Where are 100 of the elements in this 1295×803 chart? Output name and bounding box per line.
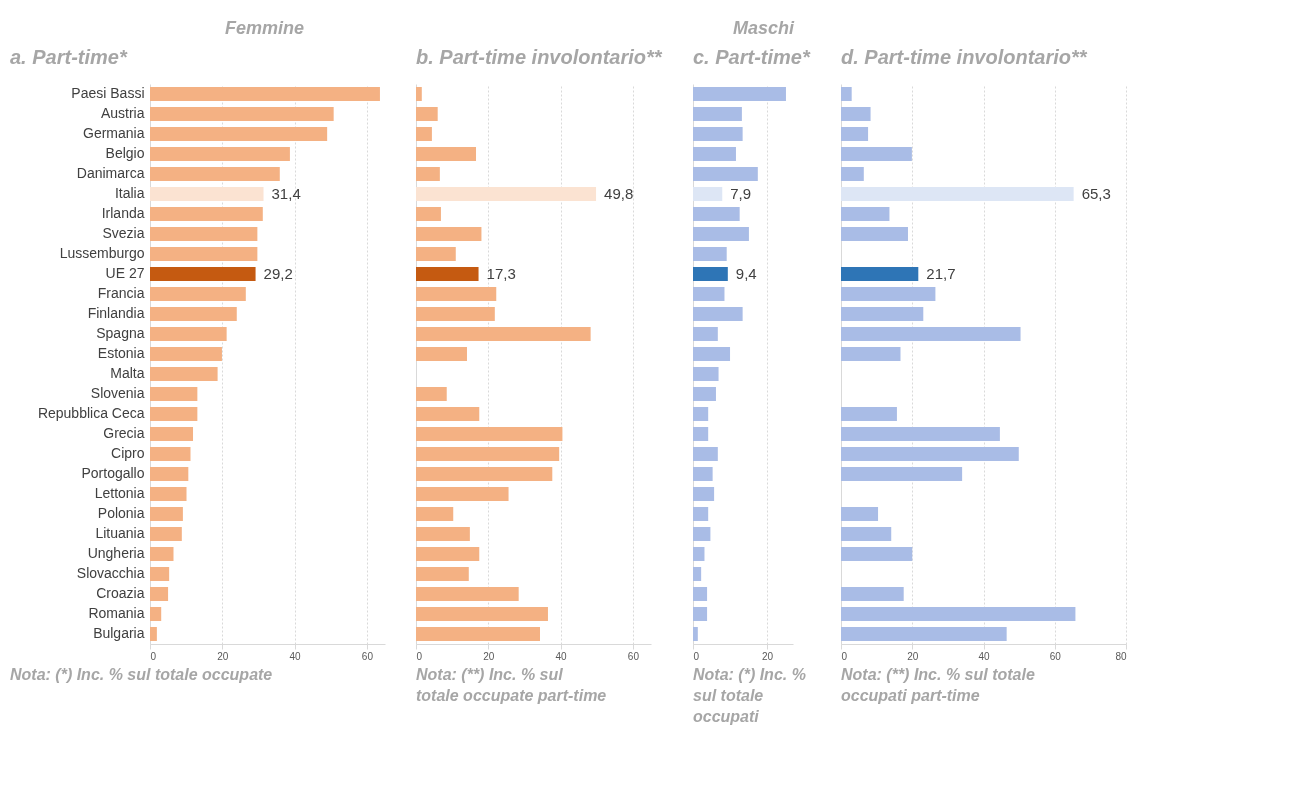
bar: [693, 367, 719, 381]
bar: [416, 307, 495, 321]
bar: [416, 287, 497, 301]
bar: [416, 387, 447, 401]
bar: [150, 367, 218, 381]
bar: [841, 107, 871, 121]
bar: [416, 327, 591, 341]
bar: [693, 507, 709, 521]
bar: [150, 407, 198, 421]
bar: [416, 207, 441, 221]
bar: [693, 87, 786, 101]
bar: [150, 427, 194, 441]
y-tick-label: Lettonia: [94, 485, 145, 501]
bar: [841, 347, 901, 361]
text: Nota: (*) Inc. % sul totale occupati: [693, 666, 806, 725]
chart-title: c. Part-time*: [693, 46, 811, 68]
y-tick-label: Estonia: [97, 345, 145, 361]
y-tick-label: Romania: [88, 605, 145, 621]
bar: [150, 147, 290, 161]
chart-subtitle: Maschi: [733, 18, 796, 38]
bar: [693, 487, 715, 501]
bar: [150, 207, 263, 221]
bar: [150, 167, 280, 181]
y-tick-label: Belgio: [105, 145, 145, 161]
text: Nota: (**) Inc. % sul totale occupati part-time: [841, 666, 1035, 704]
data-label: 9,4: [735, 265, 757, 282]
y-tick-label: Svezia: [102, 225, 145, 241]
bar: [841, 307, 924, 321]
bar: [150, 607, 162, 621]
y-tick-label: Spagna: [96, 325, 145, 341]
y-tick-label: Slovenia: [90, 385, 145, 401]
bar: [841, 427, 1000, 441]
y-tick-label: Francia: [97, 285, 145, 301]
bar: [693, 447, 718, 461]
y-tick-label: Finlandia: [87, 305, 145, 321]
bar: [150, 267, 256, 281]
x-tick-label: 80: [1115, 650, 1127, 662]
bar: [416, 187, 597, 201]
text: Nota: (*) Inc. % sul totale occupate: [10, 666, 273, 683]
x-tick-label: 20: [217, 650, 229, 662]
bar: [416, 407, 480, 421]
bar: [150, 387, 198, 401]
y-tick-label: Italia: [114, 185, 145, 201]
y-tick-label: Repubblica Ceca: [37, 405, 145, 421]
bar: [841, 587, 904, 601]
bar: [416, 107, 438, 121]
bar: [841, 467, 963, 481]
bar: [841, 227, 908, 241]
data-label: 65,3: [1081, 185, 1111, 202]
y-tick-label: Slovacchia: [76, 565, 145, 581]
bar: [416, 587, 519, 601]
bar: [693, 407, 709, 421]
y-tick-label: Austria: [100, 105, 145, 121]
bar: [416, 467, 553, 481]
bar: [693, 587, 708, 601]
y-tick-label: Lussemburgo: [59, 245, 145, 261]
bar: [150, 547, 174, 561]
bar: [693, 287, 725, 301]
x-tick-label: 20: [907, 650, 919, 662]
bar: [841, 127, 869, 141]
bar: [416, 487, 509, 501]
bar: [416, 127, 432, 141]
bar: [841, 207, 890, 221]
y-tick-label: Ungheria: [87, 545, 145, 561]
bar: [693, 467, 713, 481]
bar: [416, 567, 469, 581]
chart-title: b. Part-time involontario**: [416, 46, 663, 68]
bar: [150, 227, 258, 241]
x-tick-label: 0: [693, 650, 700, 662]
y-tick-label: Lituania: [95, 525, 145, 541]
bar: [416, 167, 440, 181]
x-tick-label: 0: [150, 650, 157, 662]
bar: [693, 227, 749, 241]
bar: [841, 147, 912, 161]
bar: [693, 607, 708, 621]
bar: [150, 447, 191, 461]
x-tick-label: 20: [762, 650, 774, 662]
y-tick-label: Malta: [110, 365, 145, 381]
data-label: 49,8: [604, 185, 634, 202]
bar: [841, 547, 913, 561]
data-label: 17,3: [486, 265, 516, 282]
y-tick-label: UE 27: [105, 265, 145, 281]
y-tick-label: Polonia: [97, 505, 145, 521]
y-tick-label: Cipro: [111, 445, 145, 461]
bar: [416, 447, 560, 461]
bar: [150, 567, 170, 581]
bar: [150, 327, 227, 341]
bar: [416, 147, 477, 161]
bar: [416, 227, 482, 241]
bar: [416, 347, 467, 361]
y-tick-label: Croazia: [96, 585, 145, 601]
bar: [693, 427, 709, 441]
bar: [693, 267, 728, 281]
bar: [841, 627, 1007, 641]
y-tick-label: Danimarca: [76, 165, 145, 181]
chart-subtitle: Femmine: [225, 18, 305, 38]
y-tick-label: Paesi Bassi: [71, 85, 145, 101]
bar: [150, 107, 334, 121]
data-label: 29,2: [263, 265, 293, 282]
bar: [693, 567, 702, 581]
